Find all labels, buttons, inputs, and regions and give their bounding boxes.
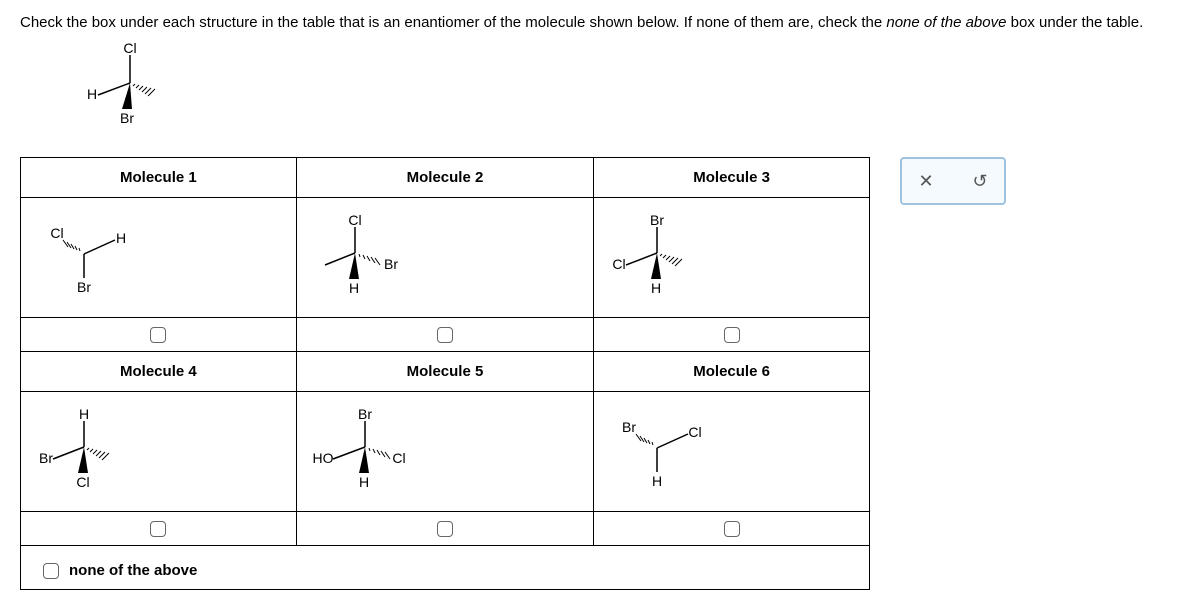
svg-text:H: H [651, 280, 661, 296]
svg-text:Cl: Cl [613, 256, 626, 272]
reset-button[interactable]: ↺ [964, 167, 996, 195]
instruction-text: Check the box under each structure in th… [20, 12, 1180, 33]
instruction-post: box under the table. [1006, 14, 1143, 31]
svg-text:Cl: Cl [689, 424, 702, 440]
svg-text:Br: Br [39, 450, 53, 466]
header-mol6: Molecule 6 [594, 352, 870, 392]
svg-text:Br: Br [384, 256, 398, 272]
svg-text:H: H [79, 407, 89, 422]
none-label: none of the above [69, 562, 197, 579]
svg-text:Cl: Cl [76, 474, 89, 490]
checkbox-mol1[interactable] [150, 327, 166, 343]
checkbox-mol2[interactable] [437, 327, 453, 343]
header-mol4: Molecule 4 [21, 352, 297, 392]
molecule-2: Cl Br H [296, 198, 593, 318]
molecule-4: H Br Cl [21, 392, 297, 512]
molecule-1: Cl H Br [21, 198, 297, 318]
action-buttons: ✕ ↺ [900, 157, 1006, 205]
checkbox-none[interactable] [43, 563, 59, 579]
header-mol2: Molecule 2 [296, 158, 593, 198]
svg-text:H: H [87, 86, 97, 102]
svg-text:Cl: Cl [392, 450, 405, 466]
molecule-6: Br Cl H [594, 392, 870, 512]
svg-text:Br: Br [622, 419, 636, 435]
svg-text:Br: Br [358, 407, 372, 422]
svg-text:Br: Br [77, 279, 91, 295]
checkbox-mol3[interactable] [724, 327, 740, 343]
header-mol5: Molecule 5 [296, 352, 593, 392]
svg-text:Cl: Cl [50, 225, 63, 241]
svg-text:H: H [652, 473, 662, 489]
checkbox-mol5[interactable] [437, 521, 453, 537]
molecule-table: Molecule 1 Molecule 2 Molecule 3 Cl H Br [20, 157, 870, 590]
clear-icon: ✕ [918, 171, 933, 192]
instruction-em: none of the above [886, 14, 1006, 31]
svg-text:Cl: Cl [123, 43, 136, 56]
header-mol1: Molecule 1 [21, 158, 297, 198]
svg-text:Br: Br [120, 110, 134, 126]
svg-text:H: H [359, 474, 369, 490]
molecule-3: Br Cl H [594, 198, 870, 318]
svg-text:HO: HO [312, 450, 333, 466]
header-mol3: Molecule 3 [594, 158, 870, 198]
checkbox-mol4[interactable] [150, 521, 166, 537]
svg-text:Cl: Cl [348, 213, 361, 228]
instruction-pre: Check the box under each structure in th… [20, 14, 886, 31]
reference-molecule: Cl H Br [80, 43, 1180, 133]
svg-text:Br: Br [650, 213, 664, 228]
clear-button[interactable]: ✕ [910, 167, 942, 195]
molecule-5: Br HO Cl H [296, 392, 593, 512]
svg-text:H: H [349, 280, 359, 296]
checkbox-mol6[interactable] [724, 521, 740, 537]
reset-icon: ↺ [972, 171, 987, 192]
svg-text:H: H [116, 230, 126, 246]
